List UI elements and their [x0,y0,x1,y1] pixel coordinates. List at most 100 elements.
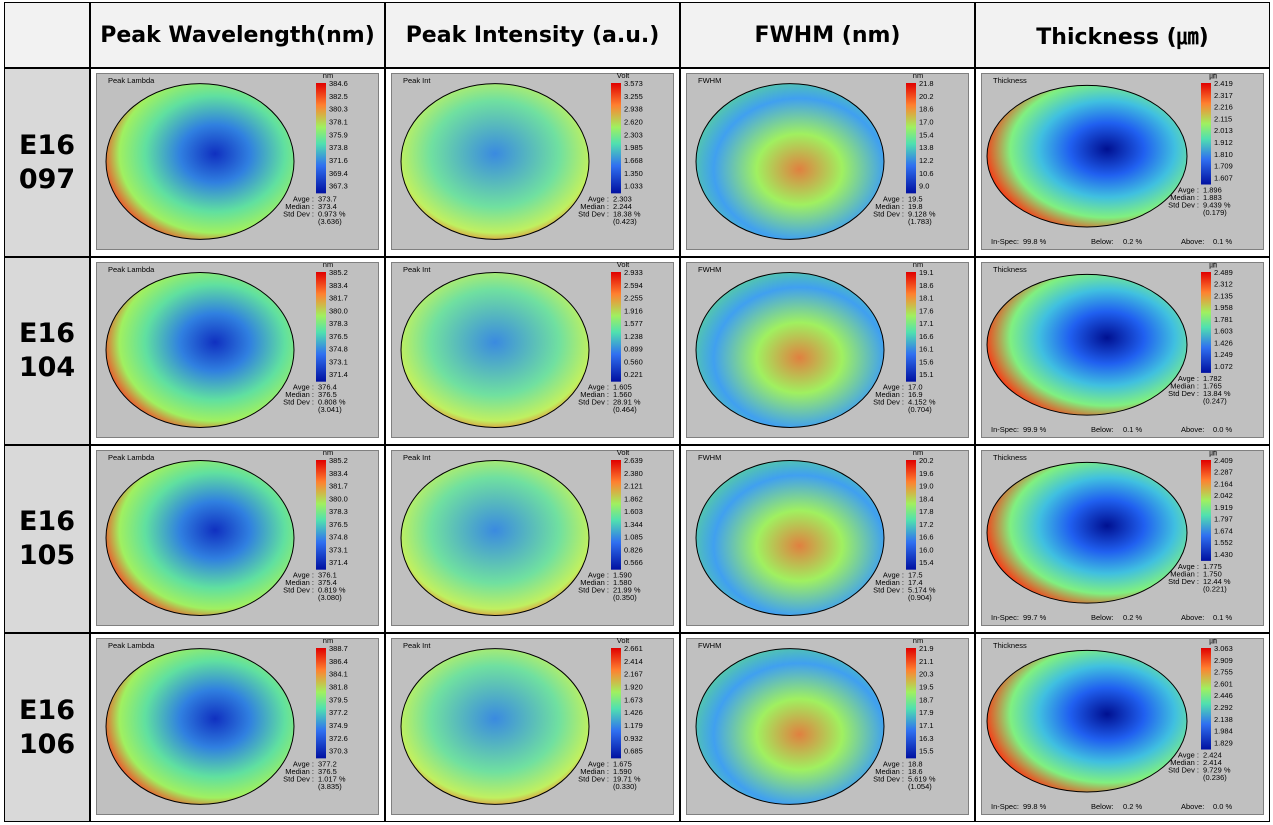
stat-value: 2.414 [1203,758,1222,767]
map-cell: Thickness ㎛ 2.489 2.312 2.135 1.958 1.781 1.603… [975,257,1270,445]
stat-value: 376.5 [318,767,337,776]
map-cell: FWHM nm 19.1 18.6 18.1 17.6 17.1 16.6 16.1 15.6 15… [680,257,975,445]
color-bar [611,460,621,570]
scale-unit: nm [323,450,333,457]
wafer-map-panel: Thickness ㎛2.409 2.287 2.164 2.042 1.919 1.797… [981,450,1264,626]
scale-label: 374.8 [329,533,348,542]
scale-label: 1.673 [624,695,643,704]
scale-label: 18.7 [919,695,934,704]
scale-unit: ㎛ [1209,638,1217,646]
color-bar [1201,83,1211,185]
scale-label: 373.8 [329,143,348,152]
scale-label: 20.2 [919,456,934,465]
scale-label: 17.9 [919,708,934,717]
scale-label: 1.426 [624,708,643,717]
color-bar [906,272,916,382]
map-cell: FWHM nm 21.9 21.1 20.3 19.5 18.7 17.9 17.1 16.3 15… [680,633,975,822]
spec-label: In-Spec: [991,237,1019,246]
std-dev-abs: (3.636) [318,217,342,226]
stat-value: 18.6 [908,767,923,776]
scale-label: 378.3 [329,319,348,328]
column-title: Peak Wavelength(nm) [100,22,375,48]
stat-value: 18.8 [908,759,923,768]
sample-id: 097 [18,163,76,195]
scale-label: 17.0 [919,117,934,126]
map-cell: Peak Int Volt 2.661 2.414 2.167 1.920 1.673 1.4… [385,633,680,822]
spec-value: 0.2 % [1123,613,1143,622]
stat-label: Avge : [1178,186,1199,195]
std-dev-abs: (0.350) [613,593,637,602]
spec-label: Below: [1091,802,1114,811]
stat-value: 373.7 [318,194,337,203]
stat-value: 1.750 [1203,569,1222,578]
scale-unit: nm [323,262,333,269]
scale-label: 1.238 [624,332,643,341]
scale-label: 15.1 [919,370,934,379]
scale-label: 371.4 [329,370,348,379]
scale-label: 386.4 [329,657,348,666]
scale-unit: nm [913,638,923,645]
scale-label: 2.115 [1214,114,1232,123]
scale-label: 374.8 [329,345,348,354]
scale-label: 1.179 [624,721,643,730]
scale-label: 17.1 [919,721,934,730]
scale-label: 16.3 [919,734,934,743]
scale-label: 12.2 [919,156,934,165]
spec-label: In-Spec: [991,613,1019,622]
stat-label: Std Dev : [1168,389,1199,398]
scale-label: 0.566 [624,558,643,567]
map-title: Peak Int [403,641,431,650]
map-cell: FWHM nm 21.8 20.2 18.6 17.0 15.4 13.8 12.2 10.6 9.… [680,68,975,257]
map-cell: FWHM nm 20.2 19.6 19.0 18.4 17.8 17.2 16.6 16.0 15… [680,445,975,633]
scale-label: 1.607 [1214,173,1233,182]
scale-unit: Volt [617,450,630,457]
scale-label: 1.426 [1214,338,1233,347]
scale-label: 2.661 [624,644,643,653]
scale-unit: ㎛ [1209,262,1217,270]
std-dev-abs: (3.080) [318,593,342,602]
color-bar [1201,648,1211,750]
std-dev-abs: (0.330) [613,782,637,791]
scale-label: 2.164 [1214,479,1233,488]
wafer-map [695,648,885,805]
std-dev-abs: (3.835) [318,782,342,791]
spec-value: 0.0 % [1213,425,1233,434]
scale-label: 2.303 [624,130,643,139]
scale-label: 381.7 [329,294,348,303]
scale-label: 378.1 [329,117,348,126]
scale-label: 1.344 [624,520,643,529]
sample-id: E16 [18,694,76,726]
sample-id: E16 [18,318,76,349]
scale-label: 1.920 [624,682,643,691]
stat-value: 4.152 % [908,398,936,407]
stat-label: Median : [580,390,609,399]
scale-label: 17.6 [919,306,934,315]
scale-label: 2.317 [1214,91,1233,100]
stat-value: 375.4 [318,578,337,587]
scale-label: 373.1 [329,545,348,554]
column-header: Peak Intensity (a.u.) [385,2,680,68]
scale-unit: ㎛ [1209,73,1217,81]
stat-value: 376.4 [318,383,337,392]
std-dev-abs: (0.423) [613,217,637,226]
scale-label: 371.4 [329,558,348,567]
stat-label: Median : [875,202,904,211]
scale-label: 2.167 [624,670,643,679]
scale-label: 2.312 [1214,280,1233,289]
stat-value: 19.8 [908,202,923,211]
stat-label: Median : [1170,381,1199,390]
scale-unit: nm [323,73,333,80]
scale-label: 3.573 [624,79,643,88]
map-cell: Peak Int Volt 3.573 3.255 2.938 2.620 2.303 1.9… [385,68,680,257]
stat-label: Avge : [588,194,609,203]
stat-label: Std Dev : [283,209,314,218]
map-title: FWHM [698,641,721,650]
spec-label: In-Spec: [991,425,1019,434]
column-title: Peak Intensity (a.u.) [405,22,660,48]
column-title: FWHM (nm) [754,22,901,48]
wafer-map [986,84,1188,228]
scale-label: 1.603 [624,507,643,516]
scale-label: 2.601 [1214,679,1233,688]
scale-label: 1.829 [1214,738,1233,747]
scale-label: 20.2 [919,92,934,101]
